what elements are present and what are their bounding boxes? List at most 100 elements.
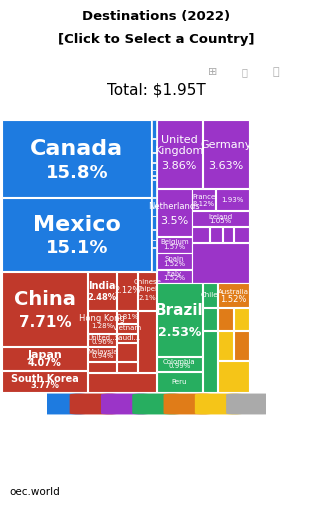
Text: United
Kingdom: United Kingdom	[155, 135, 204, 156]
Bar	[117, 334, 137, 343]
Text: 0.81%: 0.81%	[116, 314, 138, 320]
Bar	[233, 227, 249, 242]
Text: ⤢: ⤢	[272, 67, 279, 77]
Bar	[152, 198, 156, 216]
Text: Brazil: Brazil	[155, 303, 204, 318]
Text: 1.52%: 1.52%	[163, 261, 185, 267]
Text: 2.12%: 2.12%	[114, 286, 141, 295]
Text: United...: United...	[87, 335, 117, 341]
Bar	[152, 170, 156, 175]
Text: Saudi...: Saudi...	[114, 335, 141, 341]
Bar	[203, 308, 217, 330]
Bar	[117, 272, 137, 310]
Bar	[88, 361, 116, 372]
Bar	[88, 373, 156, 392]
Bar	[157, 189, 192, 236]
Text: 2.53%: 2.53%	[158, 326, 201, 339]
Text: Ireland: Ireland	[208, 214, 233, 220]
Bar	[216, 189, 249, 210]
Bar	[203, 120, 249, 188]
Text: Vietnam: Vietnam	[113, 326, 142, 331]
Bar	[138, 272, 156, 310]
FancyBboxPatch shape	[163, 394, 212, 414]
Bar	[192, 243, 249, 283]
Text: China: China	[14, 290, 76, 309]
Text: ⬜: ⬜	[241, 67, 247, 77]
Bar	[203, 283, 217, 307]
Bar	[88, 272, 116, 310]
Bar	[3, 371, 87, 392]
Bar	[88, 311, 116, 333]
Text: Chinese
Taipei: Chinese Taipei	[133, 280, 161, 292]
Text: 1.28%: 1.28%	[91, 323, 113, 329]
Text: 2.1%: 2.1%	[138, 294, 156, 301]
Bar	[152, 176, 156, 179]
Bar	[152, 240, 156, 247]
Text: Colombia: Colombia	[163, 359, 196, 365]
Bar	[218, 308, 233, 330]
Bar	[192, 189, 215, 210]
Bar	[157, 253, 192, 269]
Text: South Korea: South Korea	[11, 374, 79, 383]
FancyBboxPatch shape	[132, 394, 181, 414]
Bar	[157, 372, 202, 392]
Text: 1.93%: 1.93%	[221, 197, 244, 203]
Bar	[192, 227, 209, 242]
Text: 1.52%: 1.52%	[220, 295, 246, 304]
Text: 1.52%: 1.52%	[163, 275, 185, 282]
Text: 2.48%: 2.48%	[88, 293, 117, 302]
Text: Destinations (2022): Destinations (2022)	[82, 10, 231, 23]
Bar	[218, 361, 249, 392]
Bar	[138, 311, 156, 372]
Bar	[152, 180, 156, 197]
Text: Germany: Germany	[200, 140, 251, 151]
Text: 1.57%: 1.57%	[163, 244, 185, 250]
Bar	[117, 324, 137, 333]
Bar	[210, 227, 222, 242]
Text: Netherlands: Netherlands	[148, 202, 200, 211]
Text: Japan: Japan	[28, 351, 62, 360]
Text: oec.world: oec.world	[9, 486, 60, 497]
Bar	[192, 211, 249, 226]
Text: France: France	[192, 194, 215, 200]
Bar	[3, 120, 151, 197]
Bar	[218, 283, 249, 307]
Text: Chile: Chile	[201, 292, 218, 298]
Bar	[117, 361, 137, 372]
Text: Belgium: Belgium	[160, 240, 188, 245]
Text: Mexico: Mexico	[33, 215, 121, 235]
Bar	[157, 283, 202, 356]
Bar	[157, 270, 192, 283]
Text: 4.07%: 4.07%	[28, 358, 62, 368]
Text: 0.99%: 0.99%	[168, 364, 191, 369]
Text: 7.71%: 7.71%	[19, 315, 71, 330]
Bar	[157, 357, 202, 371]
Text: 3.77%: 3.77%	[30, 380, 59, 390]
Text: Canada: Canada	[30, 139, 124, 159]
Text: 15.1%: 15.1%	[46, 239, 108, 257]
Bar	[117, 343, 137, 361]
Bar	[152, 139, 156, 152]
Bar	[157, 120, 202, 188]
Text: 3.5%: 3.5%	[160, 216, 188, 226]
Bar	[223, 227, 233, 242]
Bar	[3, 272, 87, 346]
Text: 0.94%: 0.94%	[91, 353, 113, 359]
Bar	[88, 334, 116, 346]
Text: 2.12%: 2.12%	[192, 201, 215, 206]
Text: 1.05%: 1.05%	[209, 219, 232, 224]
Bar	[203, 331, 217, 392]
Text: Italy: Italy	[167, 271, 182, 278]
Bar	[157, 237, 192, 252]
Text: 15.8%: 15.8%	[46, 163, 108, 182]
Bar	[152, 230, 156, 240]
Text: Spain: Spain	[165, 256, 184, 262]
Bar	[88, 347, 116, 361]
FancyBboxPatch shape	[69, 394, 118, 414]
Bar	[233, 308, 249, 330]
FancyBboxPatch shape	[38, 394, 87, 414]
Text: 3.63%: 3.63%	[208, 161, 243, 172]
Text: Malaysia: Malaysia	[87, 349, 117, 355]
Bar	[152, 163, 156, 169]
Bar	[233, 331, 249, 360]
